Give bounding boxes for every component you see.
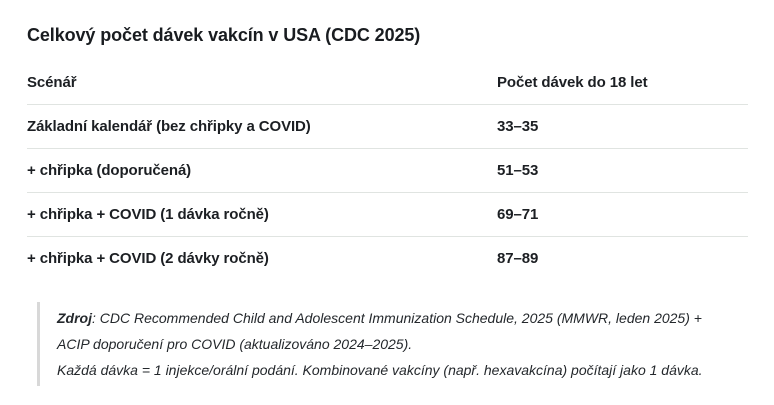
vaccine-doses-document: Celkový počet dávek vakcín v USA (CDC 20… (27, 25, 748, 386)
page-title: Celkový počet dávek vakcín v USA (CDC 20… (27, 25, 421, 45)
doses-cell: 87–89 (497, 250, 539, 267)
column-header-scenario: Scénář (27, 74, 77, 91)
source-line: Zdroj: CDC Recommended Child and Adolesc… (57, 305, 728, 357)
doses-cell: 69–71 (497, 206, 539, 223)
table-row: + chřipka + COVID (1 dávka ročně) 69–71 (27, 193, 748, 237)
column-header-doses: Počet dávek do 18 let (497, 74, 648, 91)
source-text: : CDC Recommended Child and Adolescent I… (57, 310, 702, 352)
table-row: Základní kalendář (bez chřipky a COVID) … (27, 105, 748, 149)
doses-cell: 51–53 (497, 162, 539, 179)
table-row: + chřipka (doporučená) 51–53 (27, 149, 748, 193)
source-blockquote: Zdroj: CDC Recommended Child and Adolesc… (37, 302, 748, 386)
table-header-row: Scénář Počet dávek do 18 let (27, 71, 748, 105)
source-label: Zdroj (57, 310, 92, 326)
scenario-cell: Základní kalendář (bez chřipky a COVID) (27, 118, 311, 135)
scenario-cell: + chřipka + COVID (1 dávka ročně) (27, 206, 269, 223)
vaccine-doses-table: Scénář Počet dávek do 18 let Základní ka… (27, 71, 748, 280)
note-line: Každá dávka = 1 injekce/orální podání. K… (57, 362, 703, 378)
scenario-cell: + chřipka (doporučená) (27, 162, 192, 179)
table-row: + chřipka + COVID (2 dávky ročně) 87–89 (27, 237, 748, 280)
scenario-cell: + chřipka + COVID (2 dávky ročně) (27, 250, 269, 267)
doses-cell: 33–35 (497, 118, 539, 135)
